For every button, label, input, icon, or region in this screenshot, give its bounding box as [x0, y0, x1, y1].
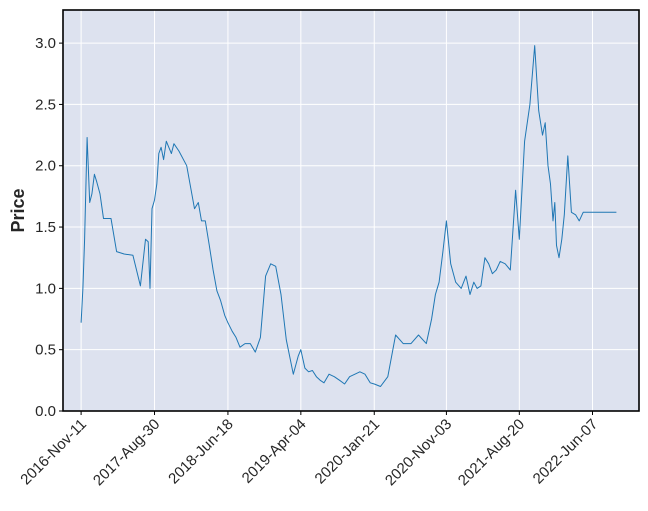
x-tick-label: 2020-Jan-21	[312, 416, 384, 488]
y-tick-label: 0.0	[35, 403, 56, 420]
y-axis-label: Price	[8, 188, 28, 232]
y-axis-ticks: 0.0 0.5 1.0 1.5 2.0 2.5 3.0	[35, 35, 63, 420]
y-tick-label: 0.5	[35, 342, 56, 359]
price-series-line	[80, 45, 617, 387]
x-tick-label: 2021-Aug-20	[455, 416, 528, 489]
grid-lines	[63, 10, 639, 412]
y-tick-label: 1.5	[35, 219, 56, 236]
y-tick-label: 3.0	[35, 35, 56, 52]
plot-area	[63, 10, 639, 411]
x-tick-label: 2016-Nov-11	[17, 416, 90, 489]
y-tick-label: 1.0	[35, 280, 56, 297]
x-tick-label: 2018-Jun-18	[165, 416, 237, 488]
x-tick-label: 2017-Aug-30	[90, 416, 163, 489]
axes-frame	[62, 9, 640, 412]
y-tick-label: 2.5	[35, 96, 56, 113]
x-axis-ticks: 2016-Nov-11 2017-Aug-30 2018-Jun-18 2019-Ap…	[17, 411, 601, 489]
x-tick-label: 2022-Jun-07	[530, 416, 602, 488]
x-tick-label: 2019-Apr-04	[239, 416, 310, 487]
y-tick-label: 2.0	[35, 158, 56, 175]
x-tick-label: 2020-Nov-03	[382, 416, 455, 489]
